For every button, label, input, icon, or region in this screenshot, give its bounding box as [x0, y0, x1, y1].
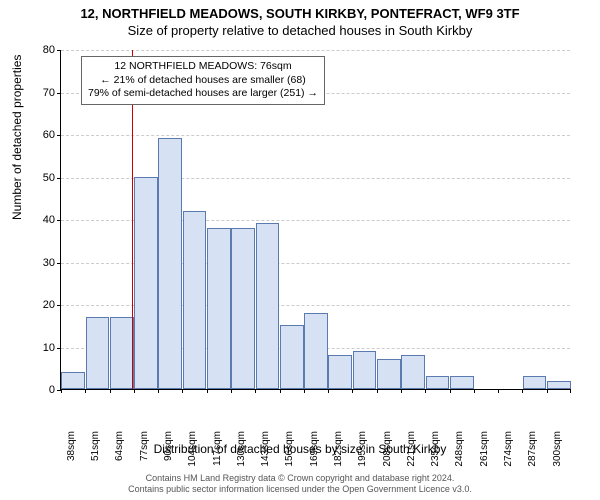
bar	[401, 355, 425, 389]
bar	[328, 355, 352, 389]
bar	[450, 376, 474, 389]
chart-title-main: 12, NORTHFIELD MEADOWS, SOUTH KIRKBY, PO…	[0, 0, 600, 21]
xtick-mark	[498, 389, 499, 393]
bar	[256, 223, 280, 389]
gridline	[61, 135, 570, 136]
xtick-mark	[450, 389, 451, 393]
annotation-line: 79% of semi-detached houses are larger (…	[88, 87, 318, 101]
ytick-label: 80	[43, 44, 61, 56]
annotation-line: 12 NORTHFIELD MEADOWS: 76sqm	[88, 60, 318, 74]
bar	[231, 228, 255, 390]
xtick-mark	[474, 389, 475, 393]
xtick-mark	[134, 389, 135, 393]
chart-title-sub: Size of property relative to detached ho…	[0, 21, 600, 38]
ytick-label: 70	[43, 87, 61, 99]
attribution: Contains HM Land Registry data © Crown c…	[0, 473, 600, 496]
ytick-label: 60	[43, 129, 61, 141]
xtick-mark	[255, 389, 256, 393]
bar	[158, 138, 182, 389]
ytick-label: 10	[43, 342, 61, 354]
xtick-mark	[85, 389, 86, 393]
bar	[86, 317, 110, 389]
bar	[134, 177, 158, 390]
y-axis-title: Number of detached properties	[10, 55, 24, 220]
bar	[280, 325, 304, 389]
xtick-mark	[110, 389, 111, 393]
ytick-label: 50	[43, 172, 61, 184]
gridline	[61, 50, 570, 51]
xtick-mark	[570, 389, 571, 393]
bar	[353, 351, 377, 389]
bar	[207, 228, 231, 390]
xtick-mark	[547, 389, 548, 393]
ytick-label: 40	[43, 214, 61, 226]
bar	[61, 372, 85, 389]
x-axis-title: Distribution of detached houses by size …	[0, 442, 600, 456]
bar	[183, 211, 207, 390]
xtick-mark	[304, 389, 305, 393]
xtick-mark	[328, 389, 329, 393]
xtick-mark	[231, 389, 232, 393]
chart-container: 12, NORTHFIELD MEADOWS, SOUTH KIRKBY, PO…	[0, 0, 600, 500]
bar	[547, 381, 571, 390]
bar	[377, 359, 401, 389]
plot-area: 0102030405060708038sqm51sqm64sqm77sqm90s…	[60, 50, 570, 390]
bar	[110, 317, 134, 389]
ytick-label: 20	[43, 299, 61, 311]
xtick-mark	[182, 389, 183, 393]
bar	[523, 376, 547, 389]
bar	[304, 313, 328, 390]
annotation-line: ← 21% of detached houses are smaller (68…	[88, 74, 318, 88]
xtick-mark	[352, 389, 353, 393]
xtick-mark	[522, 389, 523, 393]
xtick-mark	[158, 389, 159, 393]
annotation-box: 12 NORTHFIELD MEADOWS: 76sqm ← 21% of de…	[81, 56, 325, 105]
xtick-mark	[207, 389, 208, 393]
xtick-mark	[61, 389, 62, 393]
xtick-mark	[425, 389, 426, 393]
ytick-label: 0	[49, 384, 61, 396]
attribution-line: Contains HM Land Registry data © Crown c…	[0, 473, 600, 485]
xtick-mark	[280, 389, 281, 393]
attribution-line: Contains public sector information licen…	[0, 484, 600, 496]
xtick-mark	[377, 389, 378, 393]
bar	[426, 376, 450, 389]
ytick-label: 30	[43, 257, 61, 269]
xtick-mark	[401, 389, 402, 393]
